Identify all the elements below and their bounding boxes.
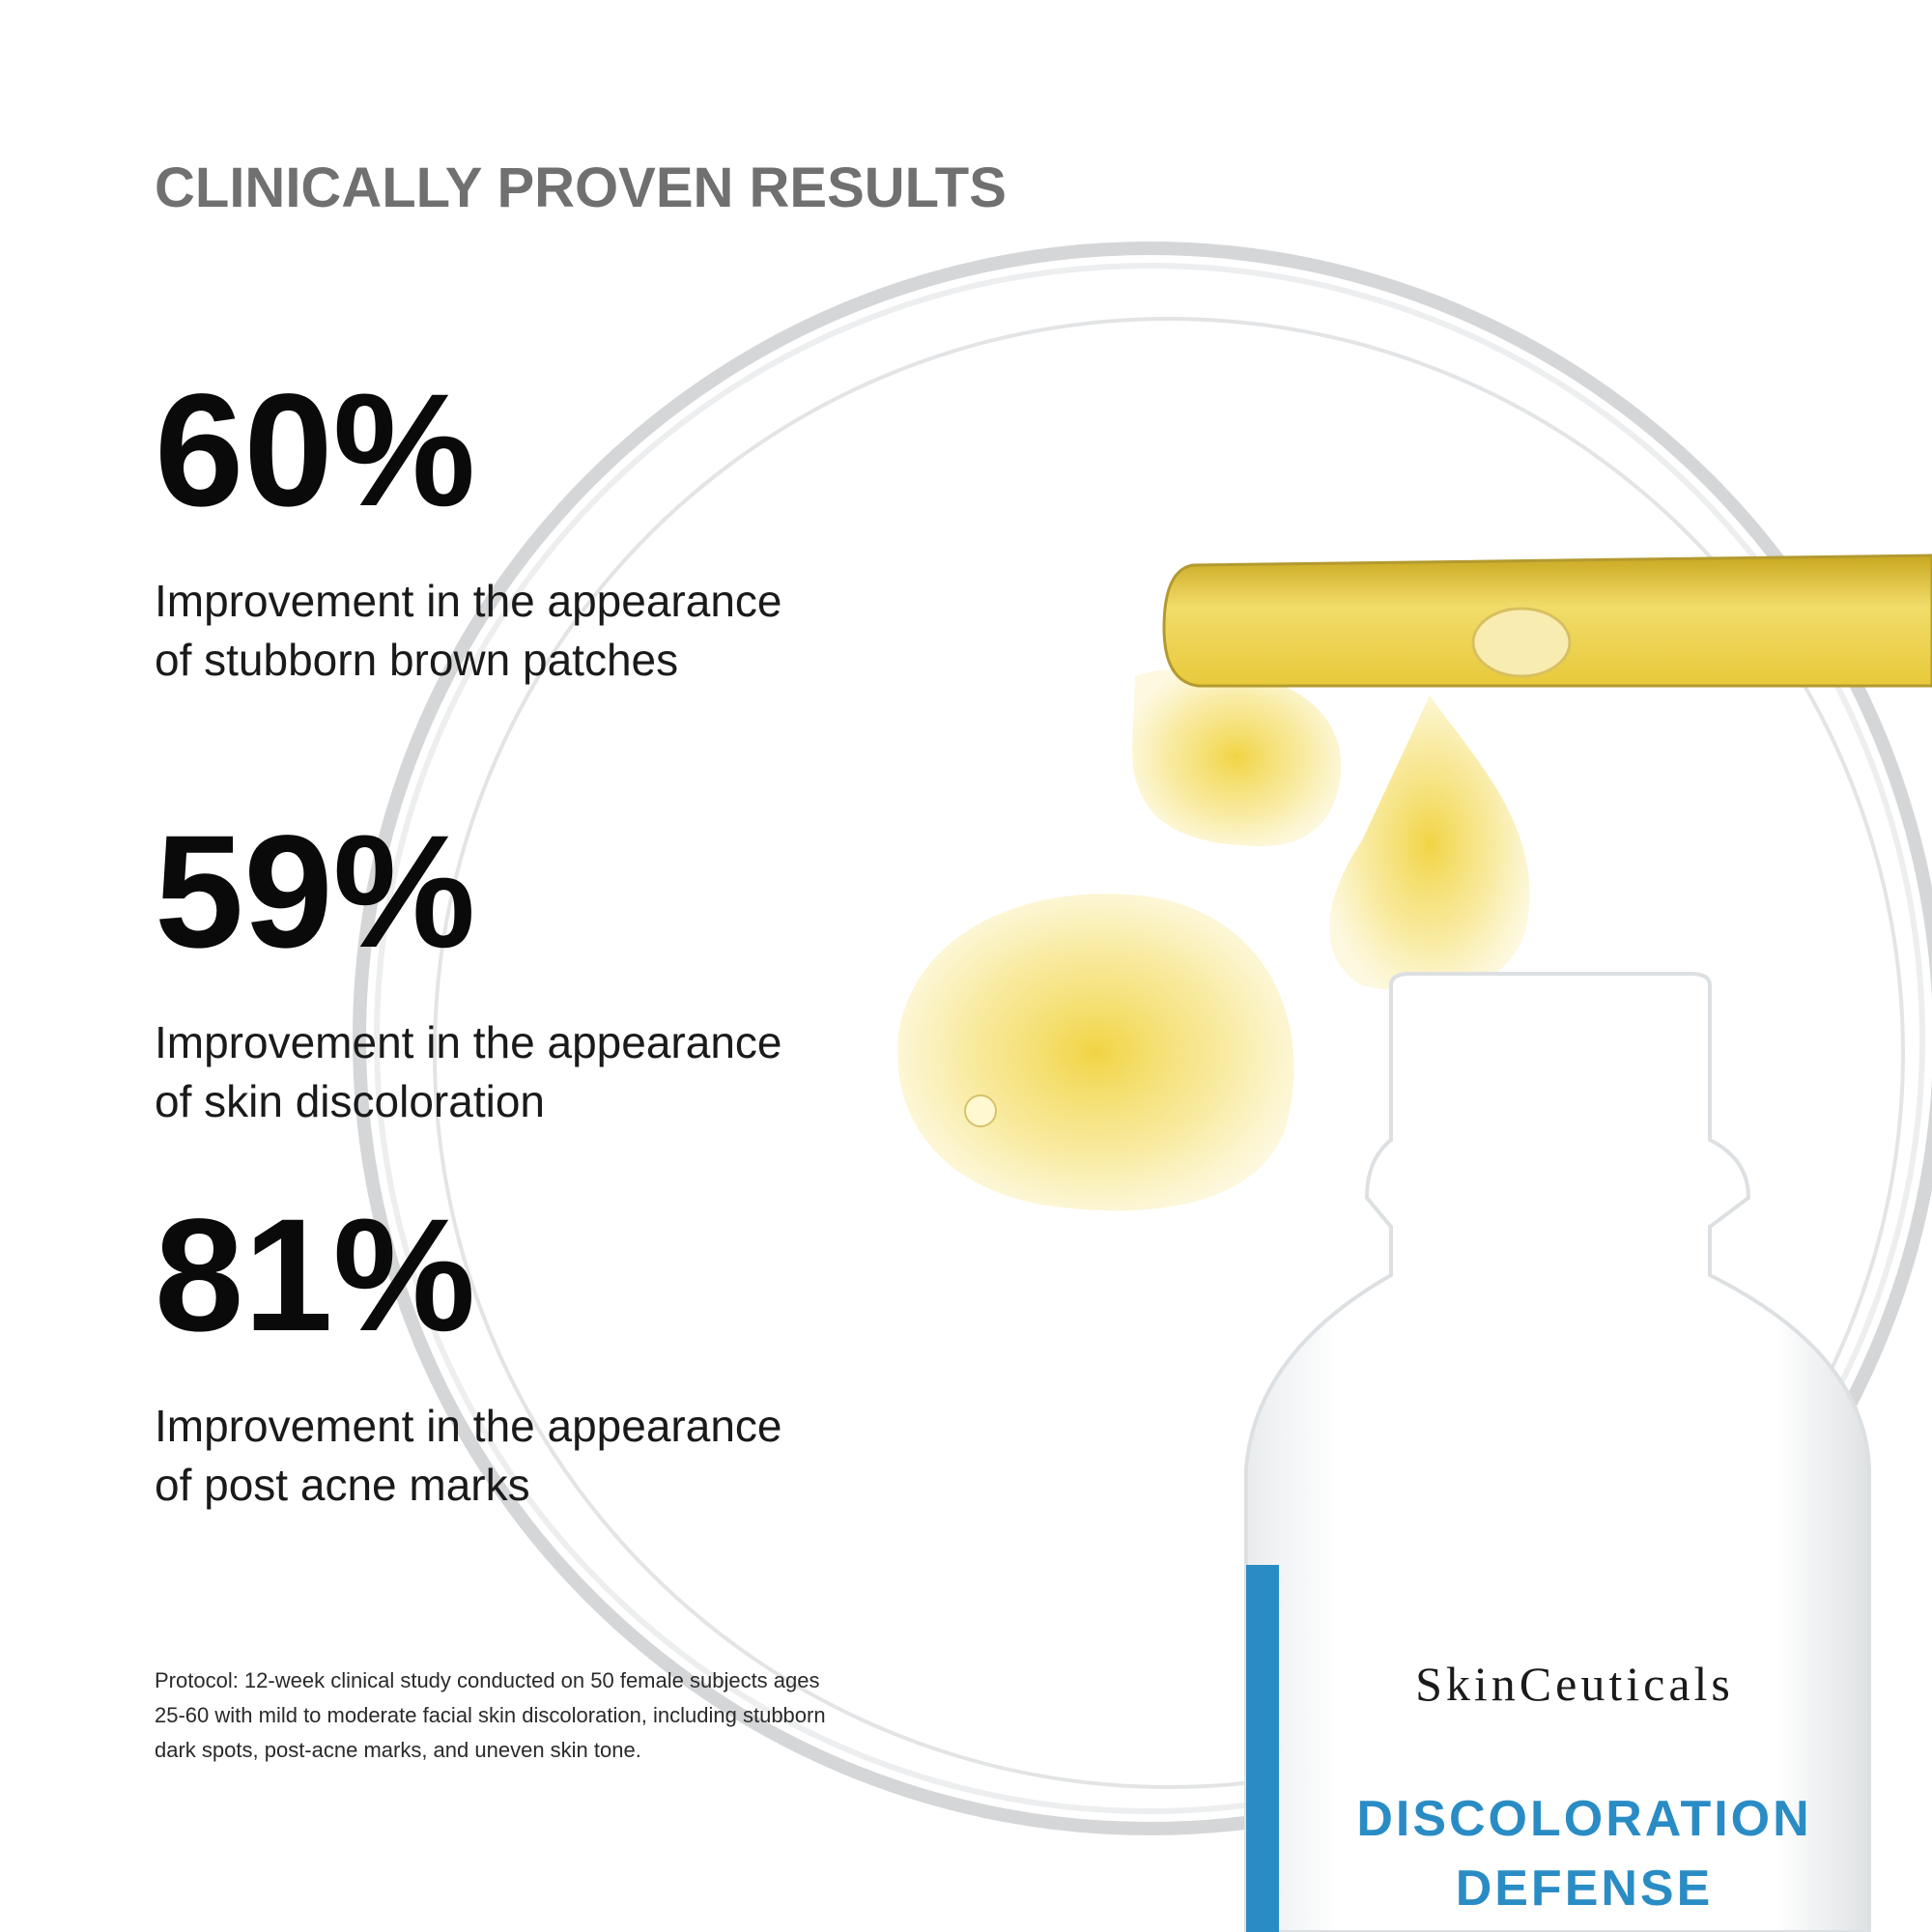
stat-description: of stubborn brown patches xyxy=(155,635,678,685)
product-name: DEFENSE xyxy=(1456,1861,1714,1917)
stat-value: 59% xyxy=(155,803,475,981)
stat-description: Improvement in the appearance xyxy=(155,576,782,626)
stat-description: of post acne marks xyxy=(155,1460,530,1510)
dropper xyxy=(1162,554,1932,688)
oil-droplets xyxy=(897,668,1530,1211)
bottle xyxy=(1244,972,1871,1932)
stat-description: Improvement in the appearance xyxy=(155,1017,782,1067)
brand: SkinCeuticals xyxy=(1415,1657,1734,1711)
protocol: Protocol: 12-week clinical study conduct… xyxy=(155,1668,826,1762)
protocol-line: 25-60 with mild to moderate facial skin … xyxy=(155,1703,826,1727)
protocol-line: Protocol: 12-week clinical study conduct… xyxy=(155,1668,820,1692)
stat-description: Improvement in the appearance xyxy=(155,1401,782,1451)
stat-description: of skin discoloration xyxy=(155,1076,545,1126)
stats: 60% Improvement in the appearance of stubb… xyxy=(155,361,782,1510)
protocol-line: dark spots, post-acne marks, and uneven … xyxy=(155,1738,641,1762)
stat-value: 60% xyxy=(155,361,475,540)
product-name: DISCOLORATION xyxy=(1356,1791,1811,1847)
title: CLINICALLY PROVEN RESULTS xyxy=(155,156,1007,219)
petri-dish xyxy=(353,242,1932,1835)
stat-value: 81% xyxy=(155,1186,475,1365)
